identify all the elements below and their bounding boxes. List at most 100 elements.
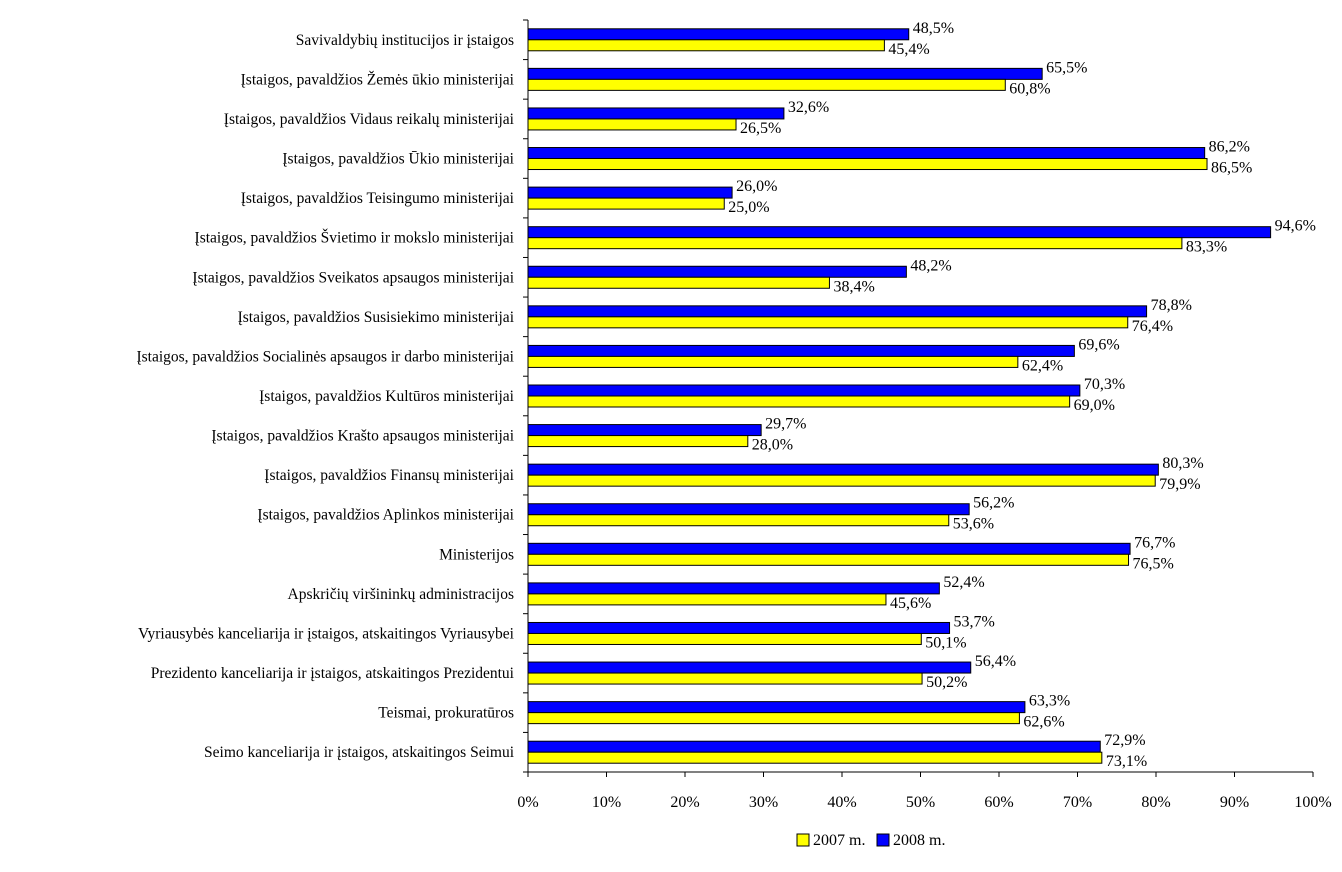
bar-2007	[527, 197, 725, 210]
value-label-2008: 76,7%	[1134, 534, 1175, 551]
bar-2007	[527, 39, 885, 52]
bar-2008	[527, 701, 1026, 714]
bar-2008	[527, 384, 1081, 397]
value-label-2008: 48,5%	[913, 20, 954, 37]
bar-2007	[527, 672, 923, 685]
bar-2007	[527, 237, 1183, 250]
category-label: Įstaigos, pavaldžios Vidaus reikalų mini…	[224, 111, 515, 128]
x-tick-label: 30%	[749, 794, 778, 811]
category-label: Įstaigos, pavaldžios Aplinkos ministerij…	[257, 507, 514, 524]
x-tick-label: 20%	[670, 794, 699, 811]
category-label: Prezidento kanceliarija ir įstaigos, ats…	[151, 665, 515, 682]
value-label-2007: 69,0%	[1074, 397, 1115, 414]
category-label: Įstaigos, pavaldžios Susisiekimo ministe…	[238, 309, 515, 326]
category-label: Įstaigos, pavaldžios Teisingumo minister…	[241, 190, 515, 207]
value-label-2007: 50,1%	[925, 634, 966, 651]
value-label-2008: 80,3%	[1162, 455, 1203, 472]
bar-2008	[527, 107, 785, 120]
x-tick-label: 10%	[592, 794, 621, 811]
value-label-2008: 63,3%	[1029, 693, 1070, 710]
x-tick-label: 0%	[517, 794, 538, 811]
bar-2008	[527, 503, 970, 516]
bar-2007	[527, 316, 1129, 329]
legend-swatch-2007	[796, 833, 810, 847]
value-label-2008: 32,6%	[788, 99, 829, 116]
category-label: Savivaldybių institucijos ir įstaigos	[296, 32, 514, 49]
value-label-2008: 70,3%	[1084, 376, 1125, 393]
value-label-2007: 25,0%	[728, 199, 769, 216]
bar-2008	[527, 226, 1272, 239]
value-label-2008: 48,2%	[910, 257, 951, 274]
category-label: Vyriausybės kanceliarija ir įstaigos, at…	[138, 625, 515, 642]
category-label: Įstaigos, pavaldžios Švietimo ir mokslo …	[195, 230, 515, 247]
legend-swatch-2008	[876, 833, 890, 847]
x-tick-label: 100%	[1294, 794, 1331, 811]
value-label-2007: 83,3%	[1186, 239, 1227, 256]
bar-2008	[527, 542, 1131, 555]
value-label-2008: 29,7%	[765, 416, 806, 433]
bar-2008	[527, 621, 951, 634]
category-labels: Savivaldybių institucijos ir įstaigos Įst…	[136, 32, 514, 761]
x-tick-label: 50%	[906, 794, 935, 811]
bar-2007	[527, 474, 1156, 487]
value-label-2008: 53,7%	[954, 613, 995, 630]
legend: 2007 m. 2008 m.	[796, 832, 945, 849]
bar-2007	[527, 276, 830, 289]
value-label-2008: 69,6%	[1078, 336, 1119, 353]
value-label-2008: 26,0%	[736, 178, 777, 195]
category-label: Įstaigos, pavaldžios Kultūros ministerij…	[259, 388, 515, 405]
value-label-2008: 94,6%	[1275, 218, 1316, 235]
bar-2007	[527, 593, 887, 606]
value-label-2007: 62,4%	[1022, 357, 1063, 374]
value-label-2008: 78,8%	[1151, 297, 1192, 314]
value-label-2008: 72,9%	[1104, 732, 1145, 749]
value-label-2007: 28,0%	[752, 437, 793, 454]
bar-2008	[527, 661, 972, 674]
value-label-2007: 50,2%	[926, 674, 967, 691]
axes: 0% 10% 20% 30% 40% 50% 60% 70% 80% 90% 100%	[517, 19, 1332, 811]
x-tick-label: 80%	[1141, 794, 1170, 811]
value-label-2008: 86,2%	[1209, 139, 1250, 156]
bar-2008	[527, 463, 1159, 476]
bar-2007	[527, 751, 1103, 764]
x-tick-label: 60%	[984, 794, 1013, 811]
category-label: Seimo kanceliarija ir įstaigos, atskaiti…	[204, 744, 515, 761]
value-label-2007: 86,5%	[1211, 160, 1252, 177]
bar-2007	[527, 514, 950, 527]
value-label-2007: 45,6%	[890, 595, 931, 612]
category-label: Įstaigos, pavaldžios Ūkio ministerijai	[282, 151, 514, 168]
bar-2008	[527, 305, 1148, 318]
value-label-2008: 65,5%	[1046, 59, 1087, 76]
bar-2008	[527, 265, 907, 278]
value-label-2008: 52,4%	[943, 574, 984, 591]
bar-2008	[527, 28, 910, 41]
category-label: Įstaigos, pavaldžios Krašto apsaugos min…	[211, 428, 514, 445]
category-label: Teismai, prokuratūros	[378, 705, 514, 722]
bar-2007	[527, 78, 1006, 91]
value-label-2007: 62,6%	[1023, 714, 1064, 731]
bar-2007	[527, 158, 1208, 171]
value-label-2007: 45,4%	[888, 41, 929, 58]
bar-2007	[527, 355, 1019, 368]
bar-2007	[527, 632, 922, 645]
value-label-2007: 79,9%	[1159, 476, 1200, 493]
bar-2008	[527, 582, 940, 595]
bar-2008	[527, 740, 1101, 753]
value-label-2007: 53,6%	[953, 516, 994, 533]
value-label-2007: 38,4%	[833, 278, 874, 295]
category-label: Įstaigos, pavaldžios Žemės ūkio minister…	[241, 71, 515, 88]
bar-2008	[527, 67, 1043, 80]
bar-2008	[527, 147, 1206, 160]
category-label: Apskričių viršininkų administracijos	[288, 586, 514, 603]
x-tick-label: 90%	[1220, 794, 1249, 811]
value-label-2007: 26,5%	[740, 120, 781, 137]
bar-2007	[527, 395, 1071, 408]
value-label-2007: 60,8%	[1009, 80, 1050, 97]
category-label: Įstaigos, pavaldžios Socialinės apsaugos…	[136, 348, 514, 365]
category-label: Ministerijos	[439, 546, 514, 563]
bar-2007	[527, 118, 737, 131]
legend-label-2007: 2007 m.	[813, 832, 865, 849]
bar-2008	[527, 424, 762, 437]
x-tick-label: 40%	[827, 794, 856, 811]
